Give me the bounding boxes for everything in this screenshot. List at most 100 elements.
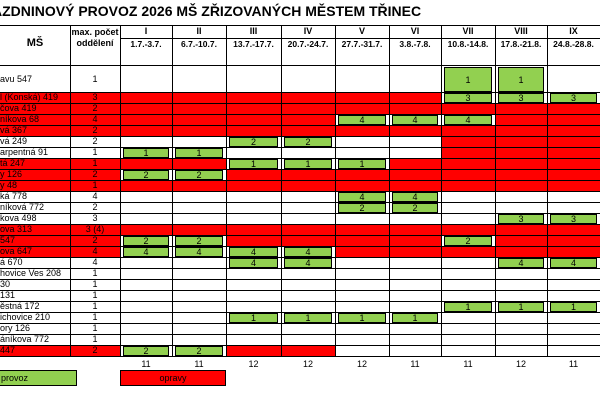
grid-line — [0, 312, 600, 313]
max-classes-value: 3 — [70, 92, 120, 103]
schedule-cell — [495, 334, 547, 345]
schedule-cell — [120, 257, 172, 268]
kindergarten-name: 447 — [0, 345, 70, 356]
schedule-cell — [172, 103, 226, 114]
schedule-cell — [120, 268, 172, 279]
schedule-cell — [281, 279, 335, 290]
schedule-cell — [172, 66, 226, 92]
schedule-cell — [172, 312, 226, 323]
max-classes-value: 1 — [70, 158, 120, 169]
schedule-cell — [120, 279, 172, 290]
schedule-cell — [547, 224, 600, 235]
grid-line — [120, 25, 121, 356]
schedule-cell: 4 — [175, 247, 223, 257]
schedule-cell: 1 — [284, 313, 332, 323]
schedule-cell: 2 — [392, 203, 438, 213]
max-classes-value: 2 — [70, 345, 120, 356]
schedule-cell — [547, 114, 600, 125]
max-classes-value: 1 — [92, 301, 98, 311]
schedule-cell — [441, 334, 495, 345]
schedule-cell: 1 — [123, 148, 169, 158]
grid-line — [70, 25, 71, 356]
grid-line — [335, 25, 336, 356]
schedule-cell: 4 — [229, 258, 278, 268]
schedule-cell — [120, 312, 172, 323]
grid-line — [0, 257, 600, 258]
schedule-cell — [441, 213, 495, 224]
grid-line — [0, 301, 600, 302]
schedule-cell — [226, 92, 281, 103]
schedule-cell — [226, 279, 281, 290]
schedule-cell — [495, 279, 547, 290]
kindergarten-name: ova 313 — [0, 224, 70, 235]
schedule-cell — [120, 103, 172, 114]
schedule-cell — [495, 114, 547, 125]
grid-line — [0, 169, 600, 170]
schedule-cell — [547, 103, 600, 114]
schedule-cell — [281, 125, 335, 136]
schedule-cell — [441, 257, 495, 268]
kindergarten-name: 30 — [0, 279, 11, 289]
kindergarten-name: 547 — [0, 235, 70, 246]
schedule-cell — [441, 268, 495, 279]
grid-line — [0, 323, 600, 324]
max-classes-value: 1 — [92, 290, 98, 300]
max-classes-value: 1 — [92, 334, 98, 344]
week-header-roman: VIII — [514, 26, 528, 36]
max-classes-value: 1 — [70, 180, 120, 191]
schedule-cell — [441, 103, 495, 114]
schedule-cell — [226, 323, 281, 334]
schedule-cell — [281, 103, 335, 114]
schedule-cell — [335, 301, 389, 312]
schedule-cell — [441, 191, 495, 202]
schedule-cell — [281, 323, 335, 334]
schedule-cell — [441, 224, 495, 235]
kindergarten-name: vá 249 — [0, 136, 28, 146]
max-classes-value: 1 — [92, 74, 98, 84]
schedule-cell — [389, 180, 441, 191]
max-classes-value: 3 (4) — [70, 224, 120, 235]
schedule-cell — [335, 290, 389, 301]
week-header-dates: 20.7.-24.7. — [287, 39, 329, 49]
max-classes-value: 2 — [92, 202, 98, 212]
schedule-cell — [335, 235, 389, 246]
schedule-cell — [547, 290, 600, 301]
schedule-cell: 1 — [550, 302, 597, 312]
schedule-cell — [226, 235, 281, 246]
max-classes-header: max. počet oddělení — [71, 27, 119, 48]
max-classes-value: 1 — [92, 323, 98, 333]
schedule-cell — [495, 312, 547, 323]
schedule-cell — [120, 301, 172, 312]
kindergarten-name: y 126 — [0, 169, 70, 180]
schedule-cell — [389, 92, 441, 103]
schedule-cell: 1 — [444, 67, 492, 92]
week-header-dates: 10.8.-14.8. — [447, 39, 489, 49]
schedule-cell — [335, 334, 389, 345]
week-total-count: 12 — [356, 359, 367, 369]
week-total-count: 11 — [463, 359, 473, 369]
grid-line — [0, 136, 600, 137]
schedule-cell: 2 — [123, 346, 169, 356]
schedule-cell — [389, 213, 441, 224]
schedule-cell — [226, 213, 281, 224]
kindergarten-name: hovice Ves 208 — [0, 268, 62, 278]
schedule-cell: 4 — [284, 247, 332, 257]
schedule-cell: 1 — [444, 302, 492, 312]
schedule-cell — [226, 103, 281, 114]
kindergarten-name: vá 367 — [0, 125, 70, 136]
kindergarten-name: čova 419 — [0, 103, 70, 114]
grid-line — [0, 125, 600, 126]
grid-line — [0, 25, 600, 26]
schedule-cell: 4 — [392, 192, 438, 202]
max-classes-value: 1 — [92, 268, 98, 278]
schedule-cell — [389, 268, 441, 279]
week-header-roman: II — [196, 26, 202, 36]
schedule-cell — [547, 312, 600, 323]
schedule-cell — [281, 169, 335, 180]
grid-line — [0, 114, 600, 115]
week-header-dates: 24.8.-28.8. — [553, 39, 594, 49]
schedule-cell — [335, 224, 389, 235]
grid-line — [547, 25, 548, 356]
schedule-cell — [335, 345, 389, 356]
